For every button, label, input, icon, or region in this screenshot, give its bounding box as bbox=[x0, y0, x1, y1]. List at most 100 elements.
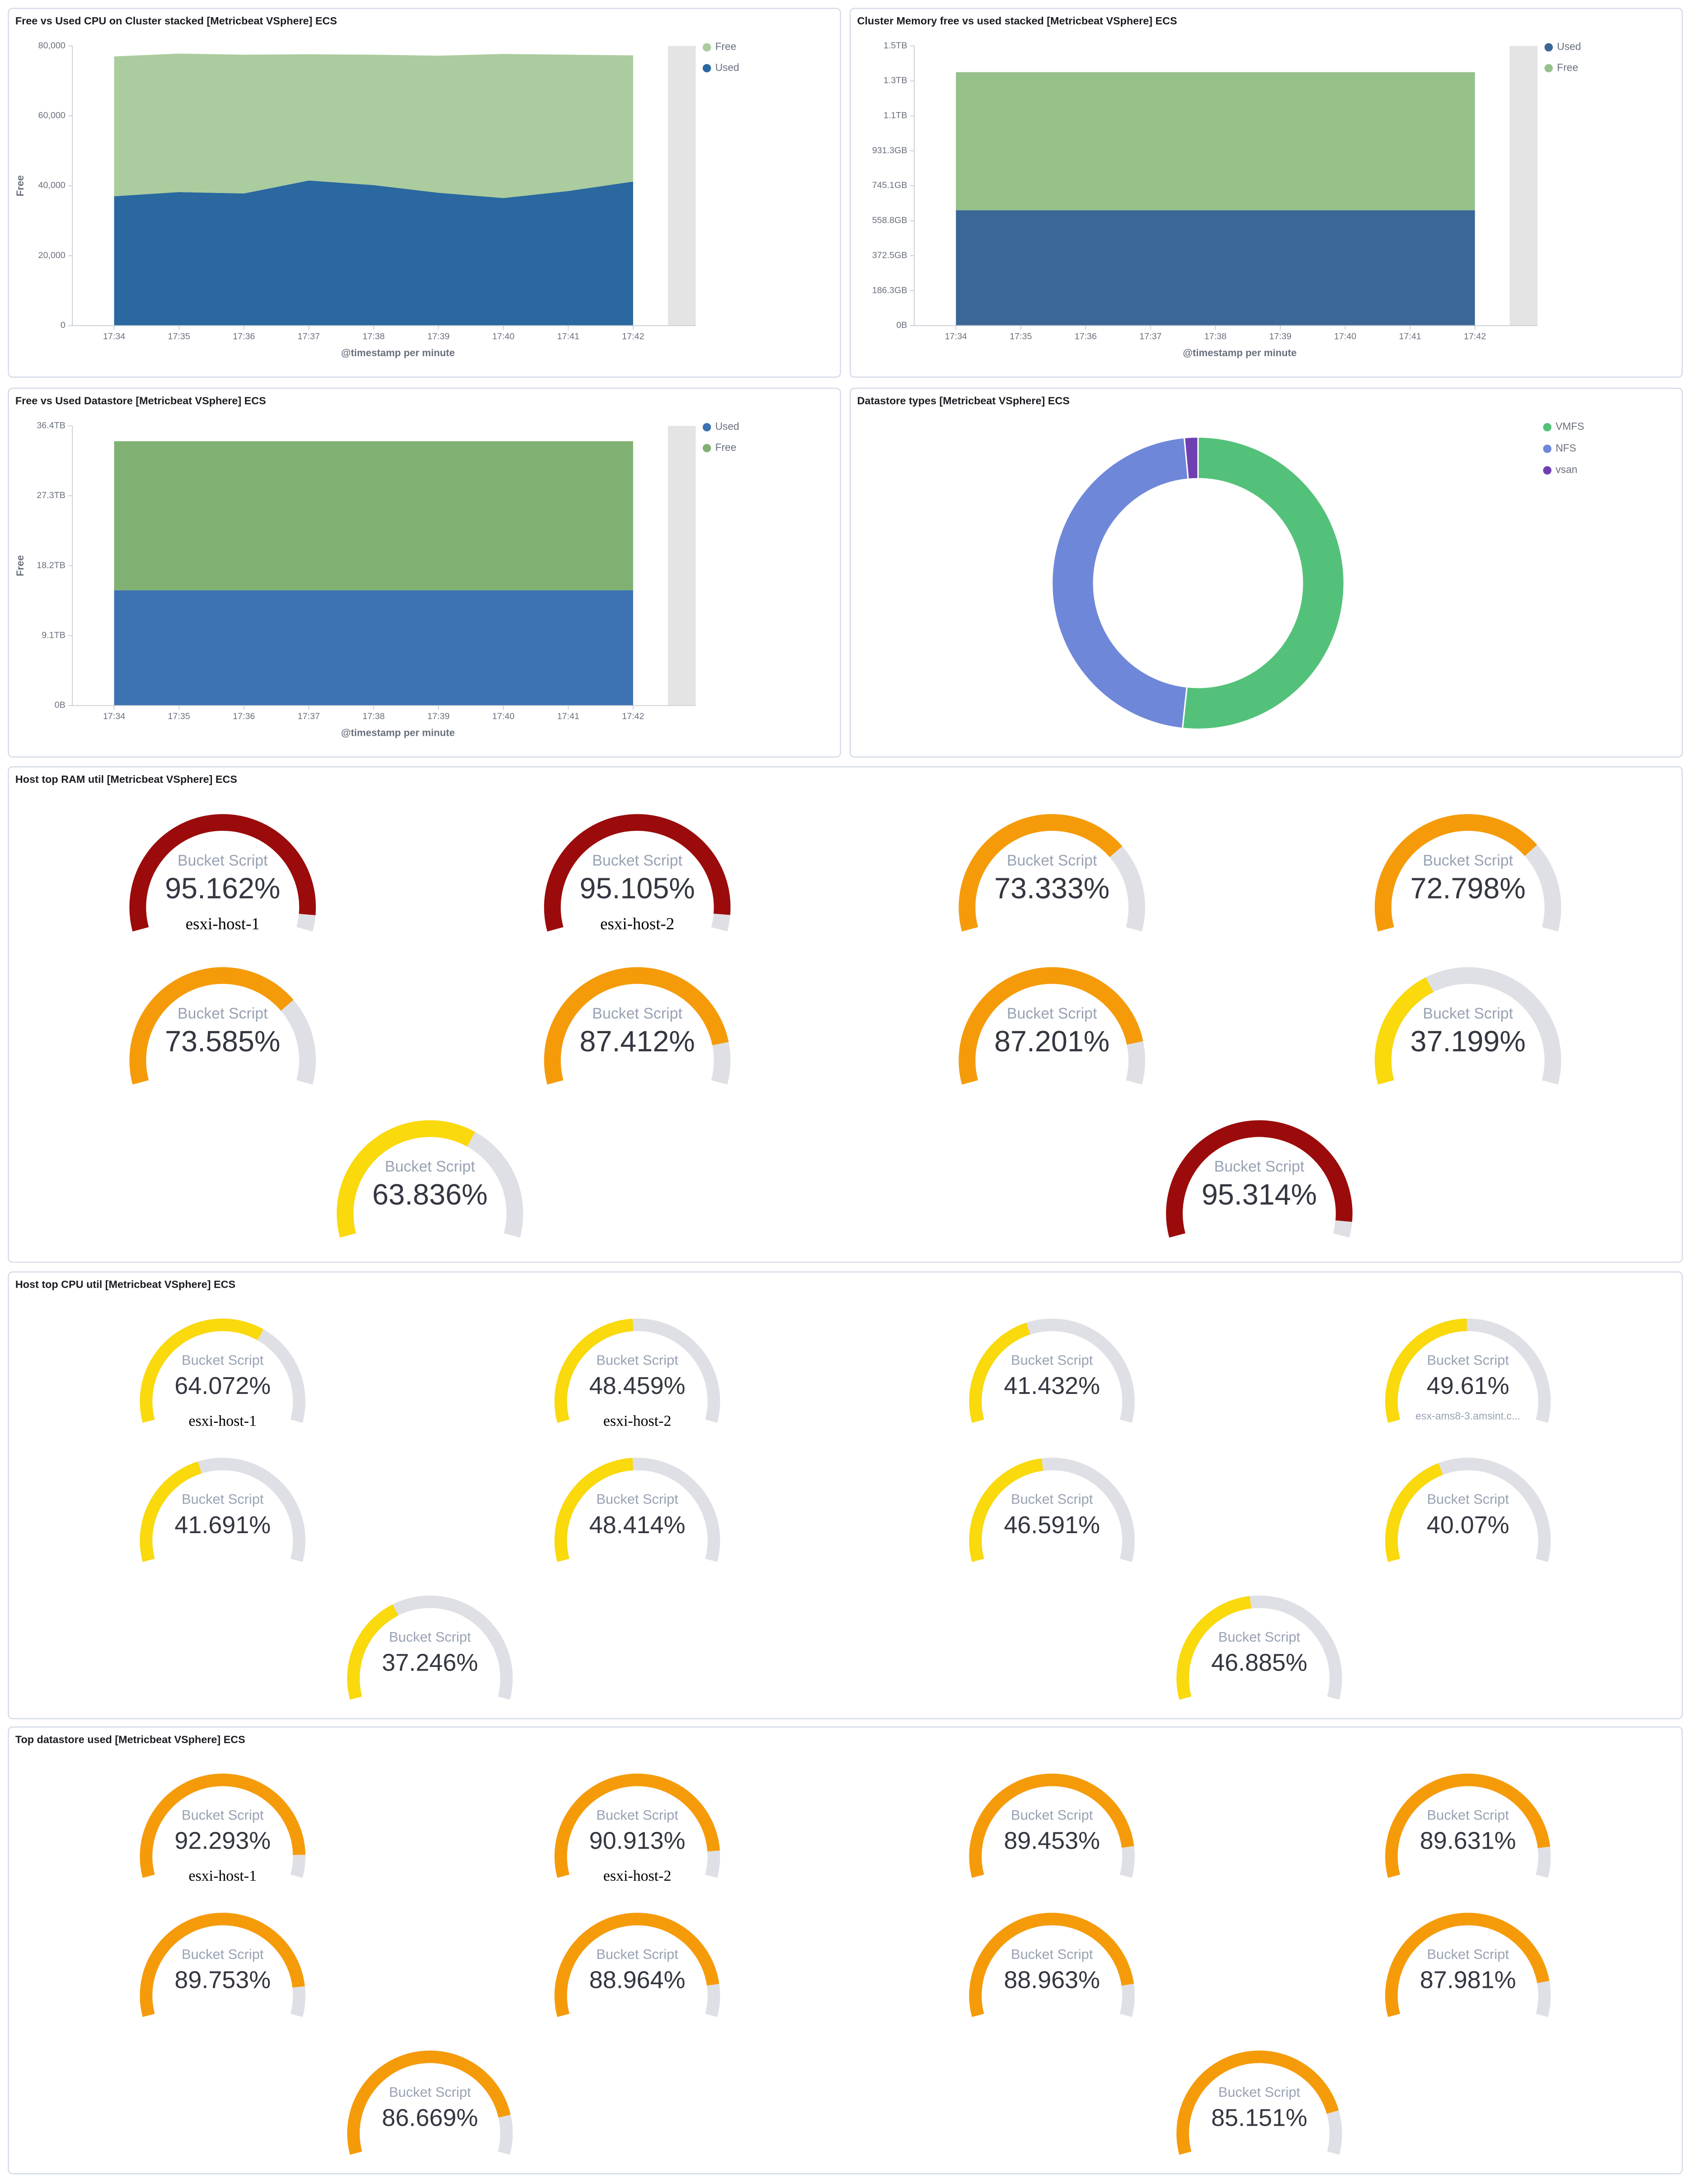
gauge-name: esxi-host-1 bbox=[188, 1412, 256, 1429]
gauge-value: 46.591% bbox=[1004, 1511, 1100, 1539]
gauge-value: 88.964% bbox=[589, 1967, 686, 1994]
gauge-value: 87.201% bbox=[994, 1025, 1109, 1058]
gauge-value: 92.293% bbox=[174, 1827, 271, 1855]
gauge-value-arc bbox=[1385, 1774, 1551, 1878]
gauge-label: Bucket Script bbox=[182, 1491, 264, 1507]
x-tick-label: 17:38 bbox=[362, 331, 385, 341]
legend-dot bbox=[1543, 466, 1551, 475]
gauge-label: Bucket Script bbox=[1011, 1946, 1093, 1962]
x-tick-label: 17:40 bbox=[1334, 331, 1356, 341]
x-tick-label: 17:42 bbox=[622, 331, 644, 341]
gauge-value: 86.669% bbox=[382, 2104, 478, 2131]
area-series bbox=[114, 441, 633, 590]
gauge-value-arc bbox=[969, 1912, 1134, 2017]
x-tick-label: 17:41 bbox=[1399, 331, 1421, 341]
gauge-value-arc bbox=[1176, 2050, 1339, 2155]
gauge-value: 64.072% bbox=[174, 1372, 271, 1399]
y-axis-title: Free bbox=[14, 555, 26, 576]
panel-title: Top datastore used [Metricbeat VSphere] … bbox=[15, 1733, 245, 1745]
panel-title: Datastore types [Metricbeat VSphere] ECS bbox=[857, 395, 1070, 406]
legend-label: vsan bbox=[1556, 464, 1577, 475]
y-tick-label: 931.3GB bbox=[872, 146, 907, 155]
gauge-name: esxi-host-1 bbox=[186, 914, 260, 933]
y-tick-label: 186.3GB bbox=[872, 285, 907, 295]
x-tick-label: 17:38 bbox=[1204, 331, 1227, 341]
gauge-value: 89.453% bbox=[1004, 1827, 1100, 1855]
gauge-label: Bucket Script bbox=[182, 1352, 264, 1368]
x-axis-title: @timestamp per minute bbox=[1183, 347, 1297, 358]
gauge-name: esxi-host-1 bbox=[188, 1868, 256, 1884]
gauge-value-arc bbox=[347, 1604, 399, 1700]
x-tick-label: 17:36 bbox=[233, 711, 255, 721]
gauge-value-arc bbox=[1385, 1463, 1443, 1562]
pie-slice bbox=[1183, 436, 1199, 480]
legend-dot bbox=[702, 64, 711, 73]
gauge-label: Bucket Script bbox=[1214, 1158, 1305, 1175]
gauge-value-arc bbox=[1385, 1318, 1467, 1423]
gauge-label: Bucket Script bbox=[1427, 1946, 1509, 1962]
gauge-value-arc bbox=[129, 967, 294, 1085]
legend-dot bbox=[1543, 423, 1551, 432]
y-tick-label: 40,000 bbox=[38, 180, 66, 190]
legend-dot bbox=[702, 43, 711, 52]
gauge-value-arc bbox=[140, 1461, 202, 1562]
x-tick-label: 17:35 bbox=[168, 711, 190, 721]
legend-label: NFS bbox=[1556, 442, 1576, 454]
gauge-value-arc bbox=[959, 814, 1123, 932]
panel: Free vs Used Datastore [Metricbeat VSphe… bbox=[8, 387, 841, 758]
gauge-value: 48.414% bbox=[589, 1511, 686, 1539]
panel: Free vs Used CPU on Cluster stacked [Met… bbox=[8, 8, 841, 378]
x-tick-label: 17:36 bbox=[1075, 331, 1097, 341]
x-tick-label: 17:39 bbox=[428, 331, 450, 341]
legend-dot bbox=[1544, 43, 1553, 52]
panel: Host top RAM util [Metricbeat VSphere] E… bbox=[8, 766, 1683, 1263]
gauge-value: 41.432% bbox=[1004, 1372, 1100, 1399]
y-tick-label: 20,000 bbox=[38, 250, 66, 260]
gauge-label: Bucket Script bbox=[1007, 852, 1097, 869]
x-tick-label: 17:34 bbox=[945, 331, 967, 341]
y-tick-label: 80,000 bbox=[38, 41, 66, 51]
gauge-value-arc bbox=[140, 1774, 306, 1878]
panel: Datastore types [Metricbeat VSphere] ECS… bbox=[850, 387, 1683, 758]
legend-label: Free bbox=[1557, 61, 1578, 73]
area-series bbox=[956, 210, 1475, 326]
x-tick-label: 17:35 bbox=[1010, 331, 1032, 341]
legend-label: Free bbox=[715, 41, 737, 52]
legend-scroll-track bbox=[1509, 46, 1538, 326]
gauge-value-arc bbox=[337, 1120, 475, 1238]
gauge-value: 89.753% bbox=[174, 1967, 271, 1994]
gauge-label: Bucket Script bbox=[385, 1158, 475, 1175]
y-tick-label: 1.3TB bbox=[884, 75, 907, 85]
gauge-value: 48.459% bbox=[589, 1372, 686, 1399]
gauge-label: Bucket Script bbox=[597, 1491, 679, 1507]
panel-frame bbox=[850, 387, 1683, 758]
y-tick-label: 27.3TB bbox=[37, 490, 65, 500]
panel-title: Cluster Memory free vs used stacked [Met… bbox=[857, 15, 1177, 27]
y-tick-label: 372.5GB bbox=[872, 250, 907, 260]
gauge-value: 95.314% bbox=[1202, 1178, 1317, 1211]
y-tick-label: 9.1TB bbox=[42, 630, 66, 640]
legend-label: VMFS bbox=[1556, 420, 1584, 432]
y-axis-title: Free bbox=[14, 175, 26, 197]
x-tick-label: 17:34 bbox=[103, 711, 125, 721]
panel-title: Free vs Used CPU on Cluster stacked [Met… bbox=[15, 15, 337, 27]
panel-title: Host top CPU util [Metricbeat VSphere] E… bbox=[15, 1279, 235, 1290]
gauge-value: 89.631% bbox=[1420, 1827, 1516, 1855]
legend-dot bbox=[1543, 444, 1551, 453]
gauge-value: 37.246% bbox=[382, 1649, 478, 1676]
gauge-value: 85.151% bbox=[1211, 2104, 1307, 2131]
panel: Host top CPU util [Metricbeat VSphere] E… bbox=[8, 1271, 1683, 1719]
gauge-value: 90.913% bbox=[589, 1827, 686, 1855]
legend-label: Used bbox=[1557, 41, 1581, 52]
legend-dot bbox=[702, 444, 711, 452]
x-tick-label: 17:34 bbox=[103, 331, 125, 341]
gauge-label: Bucket Script bbox=[597, 1807, 679, 1823]
panel-frame bbox=[8, 766, 1683, 1263]
y-tick-label: 0B bbox=[55, 700, 66, 710]
panel-title: Free vs Used Datastore [Metricbeat VSphe… bbox=[15, 395, 266, 406]
gauge-name: esxi-host-2 bbox=[603, 1868, 671, 1884]
pie-slice bbox=[1051, 437, 1189, 730]
gauge-name: esx-ams8-3.amsint.c... bbox=[1415, 1410, 1520, 1421]
gauge-value-arc bbox=[554, 1318, 634, 1423]
x-tick-label: 17:42 bbox=[1464, 331, 1486, 341]
